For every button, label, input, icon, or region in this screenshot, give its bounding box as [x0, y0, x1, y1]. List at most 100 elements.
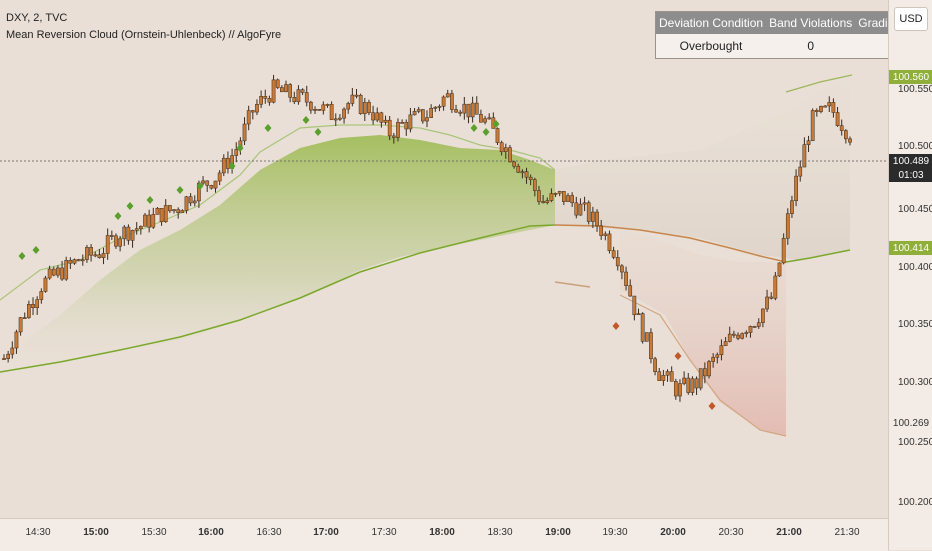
time-axis[interactable]: 14:30 15:00 15:30 16:00 16:30 17:00 17:3…	[0, 518, 888, 551]
price-tick: 100.350	[898, 319, 932, 330]
candle-body	[139, 226, 143, 229]
candle-body	[333, 118, 338, 121]
candle-body	[383, 119, 388, 123]
candle-body	[727, 333, 732, 342]
stats-gradient-value: 16	[855, 34, 888, 59]
candle-body	[570, 195, 574, 204]
price-tick: 100.250	[898, 437, 932, 448]
stats-header-gradient: Gradient Length	[855, 11, 888, 34]
time-tick: 17:00	[313, 527, 339, 538]
candle-body	[450, 93, 454, 110]
candle-body	[205, 180, 210, 186]
candle-body	[798, 166, 803, 177]
candle-body	[537, 190, 541, 202]
candle-body	[180, 210, 185, 213]
countdown-label: 01:03	[889, 168, 932, 182]
candle-body	[259, 96, 263, 105]
candle-body	[458, 111, 463, 114]
price-tick: 100.500	[898, 141, 932, 152]
candle-body	[147, 214, 151, 228]
candle-body	[122, 226, 127, 240]
candle-body	[649, 332, 653, 360]
candle-body	[591, 211, 595, 222]
low-marker-label: 100.269	[892, 417, 930, 429]
candle-body	[201, 180, 205, 184]
candle-body	[512, 161, 516, 167]
candle-body	[441, 96, 446, 107]
indicator-name[interactable]: Mean Reversion Cloud (Ornstein-Uhlenbeck…	[6, 29, 282, 41]
time-tick: 19:30	[602, 527, 628, 538]
candle-body	[18, 317, 23, 333]
symbol-header[interactable]: DXY, 2, TVC	[6, 12, 68, 24]
candle-body	[611, 250, 616, 258]
candle-body	[367, 102, 371, 113]
candle-body	[686, 377, 691, 393]
stats-header-violations: Band Violations	[766, 11, 856, 34]
candle-body	[292, 97, 297, 103]
candle-body	[250, 110, 255, 113]
candle-body	[578, 203, 583, 216]
candle-body	[541, 201, 545, 203]
currency-button[interactable]: USD	[894, 7, 928, 31]
candle-body	[221, 157, 226, 174]
time-tick: 21:30	[834, 527, 860, 538]
candle-body	[263, 96, 268, 99]
candle-body	[329, 104, 334, 120]
candle-body	[495, 128, 500, 143]
price-tick: 100.400	[898, 262, 932, 273]
bullish-signal-marker	[492, 120, 500, 128]
candle-body	[827, 102, 832, 107]
candle-body	[669, 371, 674, 382]
candle-body	[338, 117, 342, 120]
candle-body	[246, 110, 251, 125]
candle-body	[371, 112, 375, 121]
candle-body	[624, 271, 628, 286]
candle-body	[197, 182, 201, 202]
candle-body	[549, 193, 554, 201]
price-chart[interactable]	[0, 0, 888, 518]
time-tick: 15:00	[83, 527, 109, 538]
candle-body	[317, 109, 322, 111]
mean-line-bull	[0, 224, 556, 373]
candle-body	[271, 79, 276, 103]
candle-body	[665, 371, 670, 376]
candle-body	[814, 110, 819, 112]
candle-body	[425, 117, 429, 122]
candle-body	[412, 111, 417, 116]
chart-area[interactable]: DXY, 2, TVC Mean Reversion Cloud (Ornste…	[0, 0, 888, 518]
candle-body	[184, 196, 189, 211]
price-tick: 100.450	[898, 204, 932, 215]
bullish-signal-marker	[32, 246, 40, 254]
time-tick: 14:30	[25, 527, 51, 538]
candle-body	[694, 378, 699, 389]
upper-band-line	[785, 74, 853, 93]
candle-body	[773, 275, 778, 299]
price-axis[interactable]: 100.550 100.500 100.450 100.400 100.350 …	[888, 0, 932, 550]
candle-body	[39, 291, 44, 300]
candle-body	[761, 308, 765, 323]
candle-body	[192, 200, 197, 204]
candle-body	[562, 191, 566, 202]
candle-body	[508, 147, 512, 163]
candle-body	[682, 377, 686, 384]
candle-body	[595, 211, 599, 227]
price-tick: 100.300	[898, 377, 932, 388]
candle-body	[304, 92, 309, 103]
candle-body	[557, 191, 562, 194]
stats-header-condition: Deviation Condition	[655, 11, 767, 34]
candle-body	[284, 84, 288, 93]
candle-body	[574, 202, 579, 216]
bullish-signal-marker	[126, 202, 134, 210]
candle-body	[321, 104, 326, 111]
candle-body	[97, 254, 102, 258]
candle-body	[831, 102, 836, 113]
candle-body	[80, 259, 85, 262]
candle-body	[159, 208, 164, 223]
candle-body	[176, 209, 181, 213]
candle-body	[391, 135, 396, 138]
candle-body	[586, 202, 591, 222]
candle-body	[553, 193, 558, 195]
candle-body	[387, 119, 392, 137]
bullish-signal-marker	[196, 182, 204, 190]
candle-body	[375, 112, 380, 121]
